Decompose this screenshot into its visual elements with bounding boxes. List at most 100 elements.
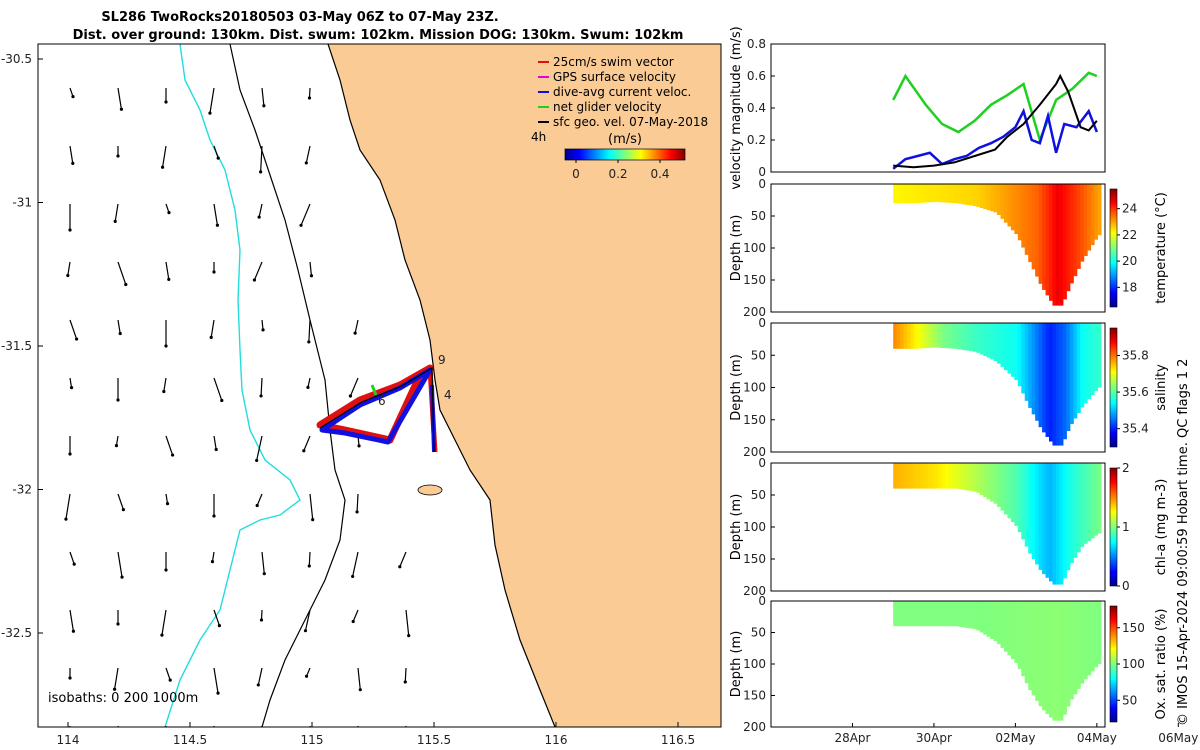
heatmap-cell: [976, 601, 981, 631]
colorbar-tick-label: 35.6: [1122, 385, 1149, 399]
title-line-1: SL286 TwoRocks20180503 03-May 06Z to 07-…: [101, 10, 498, 25]
current-vector: [165, 725, 167, 727]
map-y-ticks: -30.5 -31 -31.5 -32 -32.5: [1, 52, 43, 640]
current-vector-head: [262, 572, 266, 576]
current-vector-head: [71, 161, 75, 165]
current-vector-head: [165, 502, 170, 506]
current-vector-head: [351, 574, 355, 579]
heatmap-cell: [1052, 184, 1057, 306]
x-tick-label: 30Apr: [916, 731, 952, 745]
heatmap-cell: [1080, 323, 1085, 408]
heatmap-cell: [1017, 184, 1022, 241]
heatmap-cell: [1087, 463, 1092, 542]
heatmap-cell: [1007, 601, 1012, 656]
heatmap-cell: [969, 323, 974, 352]
heatmap-cell: [920, 184, 925, 203]
heatmap-cell: [1073, 184, 1078, 277]
heatmap-cell: [941, 323, 946, 349]
credit-text: © IMOS 15-Apr-2024 09:00:59 Hobart time.…: [1176, 359, 1191, 726]
heatmap-cell: [1000, 463, 1005, 511]
map-x-tick-label: 116: [545, 733, 568, 747]
current-vector-head: [302, 449, 306, 453]
heatmap-cell: [938, 184, 943, 203]
colorbar-tick-label: 0: [1122, 579, 1130, 593]
current-vector-head: [356, 734, 359, 737]
y-tick-label: 0: [758, 456, 766, 470]
heatmap-cell: [907, 323, 912, 349]
scale-label: 4h: [531, 130, 546, 144]
heatmap-cell: [1035, 463, 1040, 565]
heatmap-cell: [965, 323, 970, 351]
heatmap-cell: [1066, 601, 1071, 707]
current-vector: [352, 609, 359, 622]
heatmap-cell: [1024, 601, 1029, 684]
colorbar-tick-label: 20: [1122, 254, 1137, 268]
heatmap-cell: [962, 184, 967, 205]
heatmap-cell: [907, 184, 912, 204]
heatmap-cell: [1028, 601, 1033, 691]
heatmap-cell: [979, 323, 984, 355]
y-axis-label: Depth (m): [729, 631, 744, 698]
map-y-tick-label: -32: [12, 483, 32, 497]
heatmap-cell: [1090, 463, 1095, 539]
heatmap-cell: [1042, 463, 1047, 575]
heatmap-cell: [962, 323, 967, 351]
heatmap-cell: [1097, 184, 1102, 236]
current-vector: [213, 609, 220, 626]
heatmap-cell: [952, 323, 957, 349]
heatmap-cell: [1021, 601, 1026, 677]
y-tick-label: 200: [743, 305, 766, 319]
current-vector-head: [304, 674, 309, 678]
heatmap-cell: [941, 184, 946, 203]
map-x-tick-label: 116.5: [661, 733, 695, 747]
heatmap-cell: [910, 323, 915, 349]
legend-label: net glider velocity: [553, 100, 661, 114]
current-vector: [349, 377, 359, 397]
current-vector: [213, 377, 223, 401]
current-vector: [211, 551, 215, 562]
y-tick-label: 100: [743, 657, 766, 671]
current-vector: [256, 435, 263, 461]
heatmap-cell: [913, 323, 919, 349]
current-vector-head: [113, 219, 117, 223]
series-line: [892, 71, 1098, 144]
current-vector-head: [209, 335, 213, 339]
map-frame: [37, 43, 722, 728]
heatmap-cell: [893, 463, 898, 489]
heatmap-cell: [1010, 463, 1015, 523]
current-vector-head: [262, 104, 266, 108]
current-vector-head: [124, 282, 128, 287]
current-vector: [165, 667, 171, 681]
heatmap-cell: [945, 323, 950, 349]
heatmap-cell: [948, 601, 953, 627]
y-tick-label: 100: [743, 241, 766, 255]
current-vector: [261, 87, 265, 106]
current-vector: [309, 493, 314, 520]
current-vector: [213, 145, 219, 159]
y-axis-label: Depth (m): [729, 354, 744, 421]
heatmap-cell: [1062, 323, 1067, 440]
heatmap-cell: [1069, 184, 1074, 284]
current-vector-head: [119, 733, 122, 736]
legend-label: GPS surface velocity: [553, 70, 676, 84]
heatmap-cell: [1062, 601, 1067, 715]
legend-label: 25cm/s swim vector: [553, 55, 674, 69]
heatmap-cell: [976, 184, 981, 207]
isobath-0m: [327, 44, 556, 727]
y-tick-label: 0.2: [747, 133, 766, 147]
heatmap-cell: [1017, 323, 1022, 387]
heatmap-cell: [1021, 323, 1026, 394]
current-vector-head: [403, 680, 407, 684]
colorbar-tick-label: 0.2: [608, 167, 627, 181]
heatmap-cell: [962, 463, 967, 490]
current-vector: [261, 319, 264, 330]
y-tick-label: 200: [743, 720, 766, 734]
heatmap-cell: [979, 601, 984, 633]
time-x-ticks: 28Apr 30Apr 02May 04May 06May: [834, 723, 1198, 745]
heatmap-cell: [1069, 601, 1074, 700]
current-vector: [117, 87, 123, 110]
heatmap-cell: [1010, 184, 1015, 231]
current-vector-head: [69, 386, 74, 390]
current-vector-head: [348, 394, 353, 398]
